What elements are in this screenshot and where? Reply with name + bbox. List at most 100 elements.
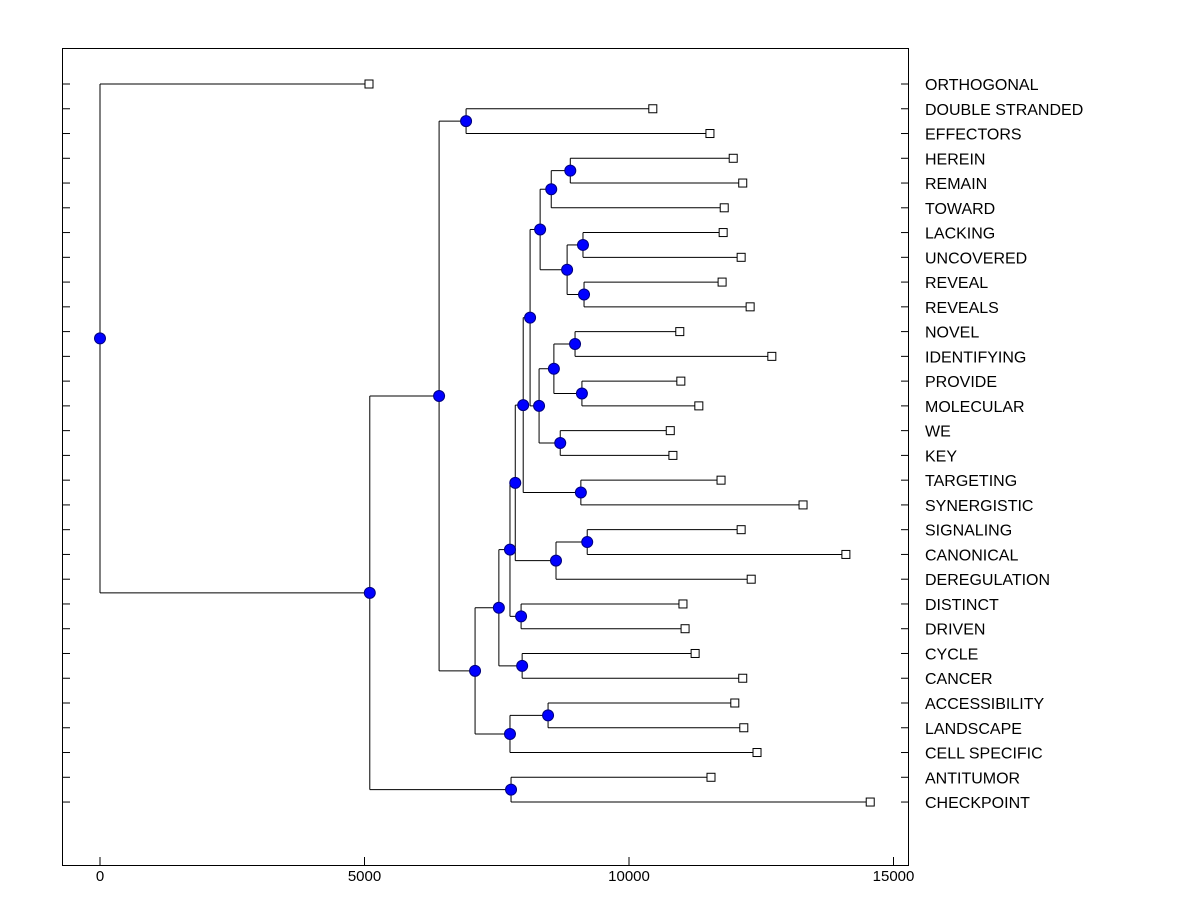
leaf-label: DOUBLE STRANDED	[925, 102, 1083, 119]
leaf-label: LACKING	[925, 226, 995, 243]
merge-node	[564, 164, 577, 177]
merge-node	[574, 486, 587, 499]
leaf-label: CHECKPOINT	[925, 795, 1030, 812]
tree-links	[99, 83, 871, 803]
merge-node	[561, 263, 574, 276]
leaf-label: CELL SPECIFIC	[925, 746, 1043, 763]
leaf-marker	[719, 203, 729, 213]
leaf-marker	[665, 426, 675, 436]
merge-node	[549, 554, 562, 567]
leaf-label: IDENTIFYING	[925, 349, 1026, 366]
leaf-marker	[865, 797, 875, 807]
leaf-label: NOVEL	[925, 325, 979, 342]
leaf-labels: ORTHOGONAL DOUBLE STRANDED EFFECTORS HEREIN…	[925, 77, 1083, 812]
leaf-marker	[767, 351, 777, 361]
leaf-label: SIGNALING	[925, 523, 1012, 540]
merge-node	[363, 586, 376, 599]
leaf-label: ACCESSIBILITY	[925, 696, 1044, 713]
leaf-label: DEREGULATION	[925, 572, 1050, 589]
merge-node	[492, 601, 505, 614]
leaf-marker	[739, 723, 749, 733]
x-tick-label: 15000	[873, 868, 915, 885]
leaf-label: LANDSCAPE	[925, 721, 1022, 738]
merge-node	[516, 659, 529, 672]
leaf-label: CANCER	[925, 671, 993, 688]
leaf-label: EFFECTORS	[925, 127, 1022, 144]
leaf-label: REVEAL	[925, 275, 988, 292]
leaf-marker	[736, 252, 746, 262]
merge-node	[578, 288, 591, 301]
leaf-marker	[364, 79, 374, 89]
merge-node	[460, 115, 473, 128]
leaf-marker	[705, 129, 715, 139]
leaf-label: HEREIN	[925, 151, 985, 168]
tree-nodes	[94, 115, 594, 796]
leaf-label: ANTITUMOR	[925, 770, 1020, 787]
leaf-marker	[736, 525, 746, 535]
leaf-marker	[752, 748, 762, 758]
leaf-label: MOLECULAR	[925, 399, 1025, 416]
leaf-marker	[717, 277, 727, 287]
leaf-label: REMAIN	[925, 176, 987, 193]
leaf-label: PROVIDE	[925, 374, 997, 391]
plot-frame	[62, 48, 909, 866]
merge-node	[547, 362, 560, 375]
merge-node	[575, 387, 588, 400]
leaf-label: REVEALS	[925, 300, 999, 317]
tree-leaves	[364, 79, 875, 807]
x-tick-label: 0	[96, 868, 104, 885]
merge-node	[503, 543, 516, 556]
leaf-label: KEY	[925, 448, 957, 465]
merge-node	[505, 783, 518, 796]
leaf-marker	[841, 549, 851, 559]
leaf-marker	[680, 624, 690, 634]
leaf-marker	[745, 302, 755, 312]
leaf-marker	[694, 401, 704, 411]
merge-node	[503, 727, 516, 740]
x-axis: 0 5000 10000 15000	[62, 83, 915, 885]
leaf-marker	[738, 673, 748, 683]
merge-node	[542, 709, 555, 722]
merge-node	[569, 337, 582, 350]
leaf-marker	[730, 698, 740, 708]
x-tick-label: 10000	[608, 868, 650, 885]
leaf-marker	[648, 104, 658, 114]
leaf-marker	[718, 228, 728, 238]
leaf-label: TOWARD	[925, 201, 995, 218]
x-tick-label: 5000	[348, 868, 381, 885]
merge-node	[576, 238, 589, 251]
merge-node	[433, 389, 446, 402]
merge-node	[509, 476, 522, 489]
leaf-label: DISTINCT	[925, 597, 999, 614]
merge-node	[554, 437, 567, 450]
leaf-label: CYCLE	[925, 646, 978, 663]
leaf-marker	[716, 475, 726, 485]
merge-node	[515, 610, 528, 623]
leaf-marker	[675, 327, 685, 337]
leaf-label: SYNERGISTIC	[925, 498, 1033, 515]
leaf-marker	[706, 772, 716, 782]
leaf-marker	[678, 599, 688, 609]
merge-node	[533, 399, 546, 412]
leaf-label: CANONICAL	[925, 547, 1018, 564]
leaf-label: UNCOVERED	[925, 250, 1027, 267]
leaf-marker	[668, 450, 678, 460]
leaf-marker	[738, 178, 748, 188]
leaf-marker	[798, 500, 808, 510]
leaf-label: TARGETING	[925, 473, 1017, 490]
leaf-label: WE	[925, 424, 951, 441]
merge-node	[545, 183, 558, 196]
leaf-label: ORTHOGONAL	[925, 77, 1039, 94]
merge-node	[524, 311, 537, 324]
leaf-label: DRIVEN	[925, 622, 985, 639]
leaf-marker	[676, 376, 686, 386]
merge-node	[517, 399, 530, 412]
leaf-marker	[690, 648, 700, 658]
leaf-marker	[746, 574, 756, 584]
merge-node	[581, 536, 594, 549]
merge-node	[94, 332, 106, 345]
merge-node	[534, 223, 547, 236]
merge-node	[469, 664, 482, 677]
leaf-marker	[728, 153, 738, 163]
